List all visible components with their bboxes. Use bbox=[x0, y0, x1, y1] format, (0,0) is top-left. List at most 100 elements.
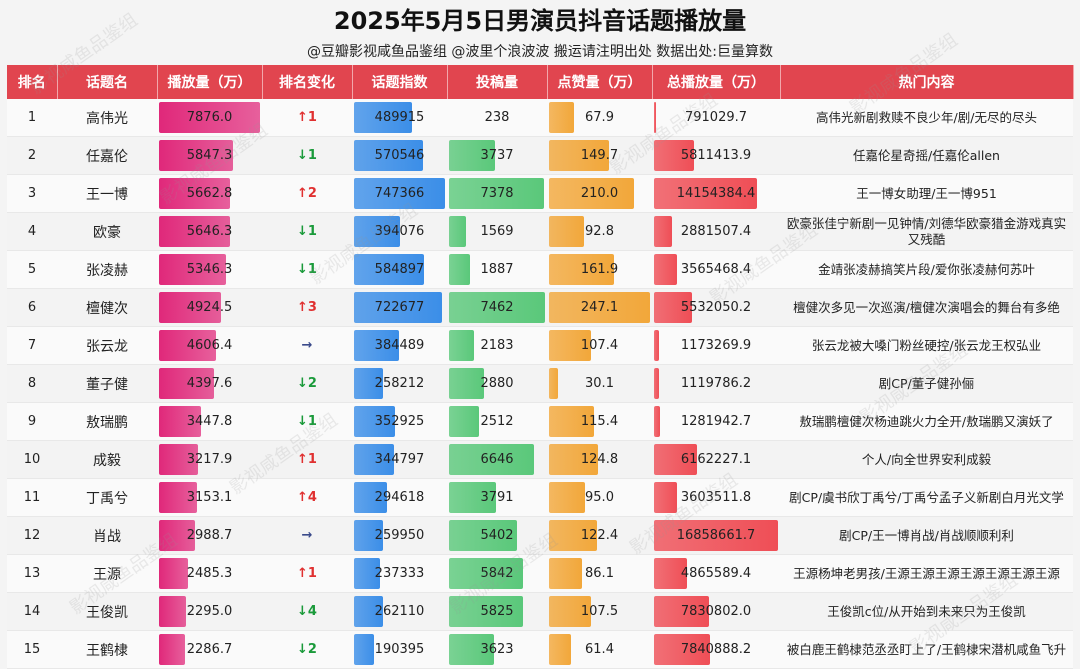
posts-cell-wrap: 7462 bbox=[447, 289, 547, 326]
play-cell-wrap: 2286.7 bbox=[157, 631, 262, 668]
likes-cell-wrap: 247.1 bbox=[547, 289, 652, 326]
play-bar bbox=[159, 596, 186, 627]
total-play-value: 4865589.4 bbox=[680, 566, 752, 581]
likes-cell: 149.7 bbox=[547, 136, 652, 175]
table-row: 4 欧豪 5646.3 ↓1 394076 1569 92.8 2881507.4 欧豪张佳宁新… bbox=[7, 212, 1073, 251]
likes-bar bbox=[549, 330, 591, 361]
rank-cell: 9 bbox=[7, 402, 57, 441]
topic-index-bar bbox=[354, 558, 381, 589]
topic-index-cell: 294618 bbox=[352, 478, 447, 517]
posts-cell: 3791 bbox=[447, 478, 547, 517]
play-value: 5662.8 bbox=[186, 186, 233, 201]
total-play-cell: 3565468.4 bbox=[652, 250, 780, 289]
table-row: 10 成毅 3217.9 ↑1 344797 6646 124.8 6162227.1 个人/向… bbox=[7, 440, 1073, 479]
play-cell-wrap: 2295.0 bbox=[157, 593, 262, 630]
total-play-cell-wrap: 1119786.2 bbox=[652, 365, 780, 402]
likes-value: 124.8 bbox=[580, 452, 619, 467]
topic-index-bar bbox=[354, 596, 384, 627]
play-cell-wrap: 7876.0 bbox=[157, 99, 262, 136]
play-value: 7876.0 bbox=[186, 110, 233, 125]
total-play-bar bbox=[654, 292, 692, 323]
hot-content-cell: 高伟光新剧救赎不良少年/剧/无尽的尽头 bbox=[780, 99, 1073, 137]
chart-title: 2025年5月5日男演员抖音话题播放量 bbox=[333, 7, 747, 35]
posts-bar bbox=[449, 216, 467, 247]
table-row: 9 敖瑞鹏 3447.8 ↓1 352925 2512 115.4 1281942.7 敖瑞鹏檀… bbox=[7, 402, 1073, 441]
play-cell-wrap: 4924.5 bbox=[157, 289, 262, 326]
posts-bar bbox=[449, 140, 496, 171]
rank-change-cell: → bbox=[262, 516, 352, 555]
rank-cell: 5 bbox=[7, 250, 57, 289]
topic-index-bar bbox=[354, 140, 423, 171]
posts-value: 1887 bbox=[480, 262, 514, 277]
topic-index-bar bbox=[354, 406, 395, 437]
total-play-cell-wrap: 6162227.1 bbox=[652, 441, 780, 478]
topic-name-cell: 王鹤棣 bbox=[57, 630, 157, 669]
posts-bar bbox=[449, 368, 484, 399]
posts-cell-wrap: 5402 bbox=[447, 517, 547, 554]
play-cell: 2286.7 bbox=[157, 630, 262, 669]
likes-value: 107.5 bbox=[580, 604, 619, 619]
play-cell: 4397.6 bbox=[157, 364, 262, 403]
total-play-cell: 7840888.2 bbox=[652, 630, 780, 669]
total-play-cell: 1173269.9 bbox=[652, 326, 780, 365]
total-play-cell-wrap: 14154384.4 bbox=[652, 175, 780, 212]
rank-change-cell: ↓1 bbox=[262, 402, 352, 441]
topic-index-value: 237333 bbox=[374, 566, 425, 581]
likes-value: 67.9 bbox=[585, 110, 614, 125]
likes-value: 61.4 bbox=[585, 642, 614, 657]
posts-cell-wrap: 1887 bbox=[447, 251, 547, 288]
likes-value: 86.1 bbox=[585, 566, 614, 581]
topic-index-value: 489915 bbox=[374, 110, 425, 125]
likes-cell-wrap: 67.9 bbox=[547, 99, 652, 136]
likes-bar bbox=[549, 406, 595, 437]
play-cell: 4924.5 bbox=[157, 288, 262, 327]
posts-cell: 238 bbox=[447, 99, 547, 137]
likes-cell: 67.9 bbox=[547, 99, 652, 137]
total-play-value: 14154384.4 bbox=[676, 186, 756, 201]
likes-cell-wrap: 122.4 bbox=[547, 517, 652, 554]
hot-content-cell: 欧豪张佳宁新剧一见钟情/刘德华欧豪猎金游戏真实又残酷 bbox=[780, 212, 1073, 251]
rank-cell: 8 bbox=[7, 364, 57, 403]
total-play-bar bbox=[654, 368, 659, 399]
topic-index-cell: 237333 bbox=[352, 554, 447, 593]
total-play-cell: 7830802.0 bbox=[652, 592, 780, 631]
play-bar bbox=[159, 254, 227, 285]
table-row: 6 檀健次 4924.5 ↑3 722677 7462 247.1 5532050.2 檀健次多… bbox=[7, 288, 1073, 327]
total-play-value: 7830802.0 bbox=[680, 604, 752, 619]
posts-bar bbox=[449, 482, 496, 513]
likes-cell: 86.1 bbox=[547, 554, 652, 593]
rank-change-cell: ↓1 bbox=[262, 212, 352, 251]
total-play-cell: 14154384.4 bbox=[652, 174, 780, 213]
topic-index-value: 352925 bbox=[374, 414, 425, 429]
posts-cell-wrap: 6646 bbox=[447, 441, 547, 478]
likes-cell: 92.8 bbox=[547, 212, 652, 251]
posts-cell-wrap: 2183 bbox=[447, 327, 547, 364]
posts-bar bbox=[449, 178, 544, 209]
likes-cell: 107.4 bbox=[547, 326, 652, 365]
play-bar bbox=[159, 292, 221, 323]
total-play-bar bbox=[654, 558, 687, 589]
topic-name-cell: 丁禹兮 bbox=[57, 478, 157, 517]
rank-cell: 12 bbox=[7, 516, 57, 555]
play-bar bbox=[159, 330, 217, 361]
hot-content-cell: 任嘉伦星奇摇/任嘉伦allen bbox=[780, 136, 1073, 175]
topic-index-cell: 384489 bbox=[352, 326, 447, 365]
total-play-cell-wrap: 5811413.9 bbox=[652, 137, 780, 174]
topic-index-bar bbox=[354, 444, 394, 475]
posts-cell-wrap: 3623 bbox=[447, 631, 547, 668]
topic-index-value: 570546 bbox=[374, 148, 425, 163]
play-cell-wrap: 5646.3 bbox=[157, 213, 262, 250]
likes-bar bbox=[549, 368, 558, 399]
posts-cell: 1887 bbox=[447, 250, 547, 289]
column-header-change: 排名变化 bbox=[262, 65, 353, 99]
likes-cell: 95.0 bbox=[547, 478, 652, 517]
likes-value: 210.0 bbox=[580, 186, 619, 201]
play-cell-wrap: 5662.8 bbox=[157, 175, 262, 212]
likes-value: 149.7 bbox=[580, 148, 619, 163]
posts-cell: 7378 bbox=[447, 174, 547, 213]
topic-index-cell-wrap: 344797 bbox=[352, 441, 447, 478]
posts-value: 2183 bbox=[480, 338, 514, 353]
column-header-hot: 热门内容 bbox=[780, 65, 1074, 99]
topic-index-bar bbox=[354, 216, 401, 247]
topic-index-cell: 190395 bbox=[352, 630, 447, 669]
